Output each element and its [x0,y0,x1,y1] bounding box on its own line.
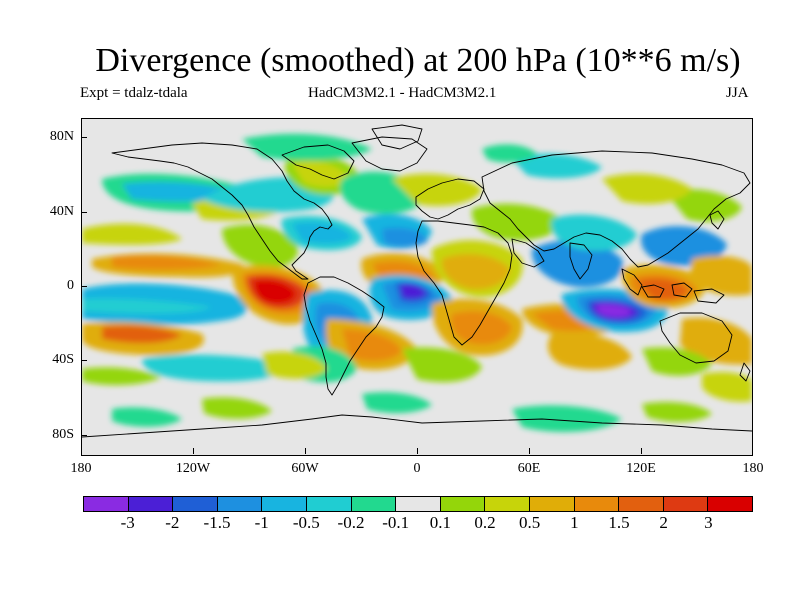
colorbar-swatch [574,497,620,511]
colorbar-swatch [173,497,218,511]
lat-label: 0 [67,278,74,293]
divergence-field [82,124,752,438]
lon-label: 180 [70,461,92,476]
colorbar-level-label: -1 [254,513,269,532]
chart-title: Divergence (smoothed) at 200 hPa (10**6 … [95,42,741,79]
experiment-label: Expt = tdalz-tdala [80,85,188,101]
lat-label: 80N [49,129,74,144]
lat-label: 40N [49,204,74,219]
colorbar-level-label: -0.2 [337,513,365,532]
lon-label: 60E [517,461,541,476]
colorbar-swatch [440,497,486,511]
lon-label: 120W [175,461,211,476]
lat-label: 80S [52,427,74,442]
colorbar-level-label: 2 [659,513,668,532]
map-plot-area [81,118,753,456]
lon-label: 60W [291,461,319,476]
lon-tick [529,448,530,454]
lon-tick [641,448,642,454]
colorbar-level-label: 3 [704,513,713,532]
colorbar-level-label: 0.5 [519,513,541,532]
colorbar-level-label: -2 [165,513,180,532]
lon-tick [417,448,418,454]
season-label: JJA [726,85,749,101]
lat-tick [81,360,87,361]
colorbar-swatch [262,497,307,511]
colorbar-swatch [663,497,709,511]
colorbar-level-label: -0.1 [382,513,410,532]
lat-label: 40S [52,352,74,367]
colorbar-swatch [84,497,129,511]
models-label: HadCM3M2.1 - HadCM3M2.1 [308,85,497,101]
lat-tick [81,435,87,436]
lon-label: 120E [626,461,656,476]
lat-tick [81,286,87,287]
colorbar-level-label: -3 [120,513,135,532]
lon-label: 180 [742,461,764,476]
filled-contours [82,133,752,432]
coastlines [82,124,752,438]
colorbar-swatch [708,497,752,511]
colorbar-level-label: 1.5 [608,513,630,532]
colorbar-swatch [529,497,575,511]
colorbar-swatch [128,497,174,511]
colorbar-swatch [351,497,397,511]
colorbar-level-label: 1 [570,513,579,532]
colorbar-swatch [396,497,441,511]
colorbar-level-label: 0.1 [429,513,451,532]
lat-tick [81,212,87,213]
colorbar-swatch [485,497,530,511]
colorbar-level-label: -0.5 [292,513,320,532]
colorbar-level-label: 0.2 [474,513,496,532]
lon-label: 0 [413,461,421,476]
colorbar-swatch [306,497,352,511]
lon-tick [305,448,306,454]
lon-tick [193,448,194,454]
colorbar-swatch [217,497,263,511]
colorbar [83,496,753,512]
colorbar-level-label: -1.5 [203,513,231,532]
lat-tick [81,137,87,138]
colorbar-swatch [619,497,664,511]
